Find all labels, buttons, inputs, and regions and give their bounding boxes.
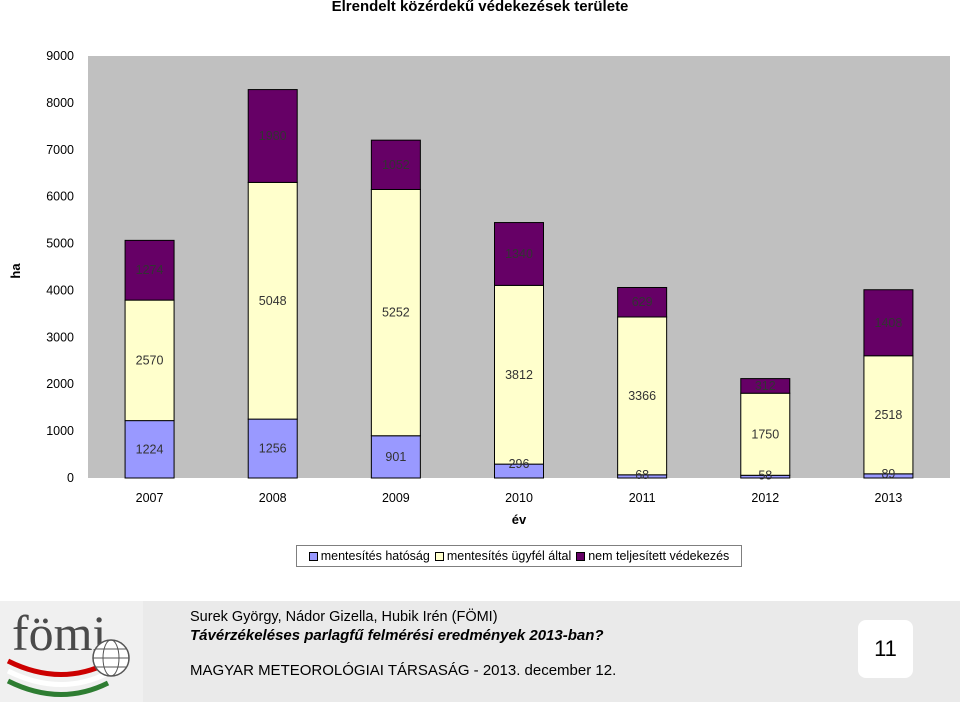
x-tick-label: 2012 <box>751 491 779 505</box>
bar-segment <box>370 435 421 479</box>
chart: 0 1000 2000 3000 4000 5000 6000 7000 8000 9000 20… <box>8 49 950 527</box>
data-label: 296 <box>509 457 530 471</box>
x-axis: 2007 2008 2009 2010 2011 2012 2013 <box>136 491 903 505</box>
data-label: 1340 <box>505 247 533 261</box>
footer-event: MAGYAR METEOROLÓGIAI TÁRSASÁG - 2013. de… <box>190 662 617 679</box>
data-label: 901 <box>385 450 406 464</box>
y-tick-label: 6000 <box>46 190 74 204</box>
logo: fömi <box>12 605 107 661</box>
legend-label: mentesítés hatóság <box>320 549 430 563</box>
x-tick-label: 2008 <box>259 491 287 505</box>
bar-segment <box>863 355 914 475</box>
bar-segment <box>124 239 175 301</box>
bar-segment <box>494 222 544 286</box>
x-tick-label: 2009 <box>382 491 410 505</box>
bar-segment <box>740 378 791 394</box>
data-label: 68 <box>635 468 649 482</box>
globe-icon <box>92 639 130 677</box>
footer-talk-title: Távérzékeléses parlagfű felmérési eredmé… <box>190 627 604 644</box>
legend: mentesítés hatóság mentesítés ügyfél álta… <box>296 545 742 567</box>
legend-item: mentesítés ügyfél által <box>434 549 572 563</box>
chart-title: Elrendelt közérdekű védekezések területe <box>331 0 629 15</box>
bar-segment <box>863 289 914 357</box>
data-label: 58 <box>758 468 772 482</box>
data-label: 89 <box>881 467 895 481</box>
page-number: 11 <box>858 620 913 678</box>
legend-swatch <box>434 551 444 561</box>
data-label: 1274 <box>136 263 164 277</box>
legend-item: mentesítés hatóság <box>308 549 430 563</box>
y-tick-label: 0 <box>67 471 74 485</box>
x-tick-label: 2010 <box>505 491 533 505</box>
bar-segment <box>124 299 175 422</box>
legend-item: nem teljesített védekezés <box>576 549 729 563</box>
logo-flag-stripes <box>6 639 130 697</box>
data-label: 1408 <box>875 316 903 330</box>
data-label: 1052 <box>382 158 410 172</box>
x-tick-label: 2011 <box>629 491 656 505</box>
x-tick-label: 2013 <box>875 491 903 505</box>
data-label: 1750 <box>751 427 779 441</box>
data-label: 2570 <box>136 353 164 367</box>
y-tick-label: 4000 <box>46 283 74 297</box>
y-tick-label: 8000 <box>46 96 74 110</box>
legend-swatch <box>576 551 586 561</box>
legend-label: mentesítés ügyfél által <box>446 549 572 563</box>
bars-group: 1224 2570 1274 1256 5048 1980 901 5252 1052 296 38… <box>124 89 914 482</box>
data-label: 3812 <box>505 368 533 382</box>
footer: fömi Surek György, Nádor Gizella, Hubik … <box>0 601 960 702</box>
bar-segment <box>370 139 421 190</box>
data-label: 2518 <box>875 408 903 422</box>
data-label: 629 <box>632 295 653 309</box>
data-label: 5252 <box>382 306 410 320</box>
data-label: 1980 <box>259 129 287 143</box>
bar-segment <box>617 286 668 318</box>
y-tick-label: 3000 <box>46 330 74 344</box>
y-tick-label: 2000 <box>46 377 74 391</box>
y-axis-title: ha <box>8 263 23 279</box>
bar-segment <box>247 181 298 420</box>
bar-segment <box>617 316 668 476</box>
bar-segment <box>124 420 175 479</box>
data-label: 312 <box>755 379 776 393</box>
y-tick-label: 5000 <box>46 237 74 251</box>
data-label: 5048 <box>259 294 287 308</box>
x-axis-title: év <box>512 512 527 527</box>
footer-panel <box>143 601 960 702</box>
y-tick-label: 9000 <box>46 49 74 63</box>
data-label: 1256 <box>259 442 287 456</box>
legend-swatch <box>308 551 318 561</box>
y-axis: 0 1000 2000 3000 4000 5000 6000 7000 8000 9000 <box>46 49 74 485</box>
bar-segment <box>247 89 298 183</box>
y-tick-label: 7000 <box>46 143 74 157</box>
data-label: 3366 <box>628 389 656 403</box>
data-label: 1224 <box>136 442 164 456</box>
x-tick-label: 2007 <box>136 491 164 505</box>
y-tick-label: 1000 <box>46 424 74 438</box>
footer-authors: Surek György, Nádor Gizella, Hubik Irén … <box>190 609 498 625</box>
legend-label: nem teljesített védekezés <box>588 549 730 563</box>
